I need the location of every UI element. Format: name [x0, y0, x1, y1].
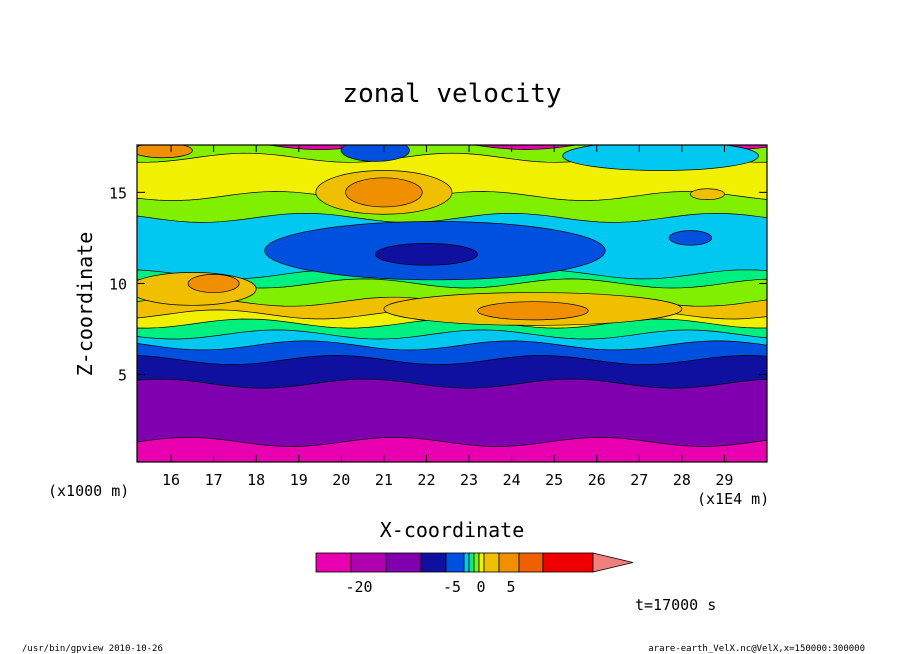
contour-feature-1: [375, 243, 478, 266]
colorbar-segment-6: [468, 552, 475, 573]
y-tick-label: 5: [118, 367, 127, 385]
colorbar-tick-label: 0: [476, 578, 485, 596]
contour-feature-2: [668, 230, 713, 246]
contour-feature-12: [562, 145, 759, 171]
colorbar-segment-5: [463, 552, 470, 573]
x-tick-label: 19: [290, 471, 308, 489]
colorbar-segment-11: [518, 552, 544, 573]
y-tick-label: 10: [109, 275, 127, 293]
colorbar-segment-1: [350, 552, 387, 573]
colorbar-segment-9: [483, 552, 500, 573]
x-tick-label: 26: [588, 471, 606, 489]
y-tick-label: 15: [109, 184, 127, 202]
colorbar-segment-0: [315, 552, 352, 573]
x-tick-label: 27: [630, 471, 648, 489]
colorbar: [315, 552, 634, 573]
x-tick-label: 20: [332, 471, 350, 489]
x-tick-label: 24: [503, 471, 521, 489]
colorbar-segment-12: [542, 552, 594, 573]
contour-feature-8: [345, 177, 423, 208]
x-tick-label: 17: [205, 471, 223, 489]
y-axis: 5 10 15: [109, 184, 767, 385]
colorbar-tick-label: 5: [506, 578, 515, 596]
colorbar-tick-label: -5: [443, 578, 461, 596]
plot-area: [137, 145, 767, 462]
x-unit-right: (x1E4 m): [697, 490, 769, 508]
colorbar-segment-2: [385, 552, 422, 573]
x-unit-left: (x1000 m): [48, 482, 129, 500]
plot-frame: [136, 144, 768, 463]
colorbar-segment-8: [478, 552, 485, 573]
colorbar-tick-label: -20: [345, 578, 372, 596]
x-axis: 16 17 18 19 20 21 22 23 24 25 26 27 28 29: [162, 145, 733, 489]
contour-feature-11: [340, 145, 410, 162]
contour-feature-9: [137, 145, 193, 159]
footer-left: /usr/bin/gpview 2010-10-26: [22, 644, 163, 654]
band-0: [137, 437, 767, 462]
colorbar-ticks: -20 -5 0 5: [345, 578, 515, 596]
x-tick-label: 25: [545, 471, 563, 489]
contour-feature-10: [690, 188, 725, 201]
contour-feature-4: [187, 274, 240, 293]
x-tick-label: 16: [162, 471, 180, 489]
y-axis-label: Z-coordinate: [73, 232, 97, 377]
x-axis-label: X-coordinate: [380, 518, 525, 542]
contour-feature-6: [477, 301, 589, 321]
chart-title: zonal velocity: [342, 79, 561, 109]
colorbar-arrow: [592, 552, 634, 573]
colorbar-segment-10: [498, 552, 520, 573]
time-label: t=17000 s: [635, 596, 716, 614]
colorbar-segment-7: [473, 552, 480, 573]
x-tick-label: 28: [673, 471, 691, 489]
x-tick-label: 29: [715, 471, 733, 489]
contour-features: [137, 145, 759, 326]
x-tick-label: 18: [247, 471, 265, 489]
contour-feature-3: [137, 272, 257, 306]
footer-right: arare-earth_VelX.nc@VelX,x=150000:300000: [648, 644, 865, 654]
colorbar-segment-4: [445, 552, 465, 573]
colorbar-segment-3: [420, 552, 447, 573]
x-tick-label: 21: [375, 471, 393, 489]
x-tick-label: 22: [417, 471, 435, 489]
x-tick-label: 23: [460, 471, 478, 489]
